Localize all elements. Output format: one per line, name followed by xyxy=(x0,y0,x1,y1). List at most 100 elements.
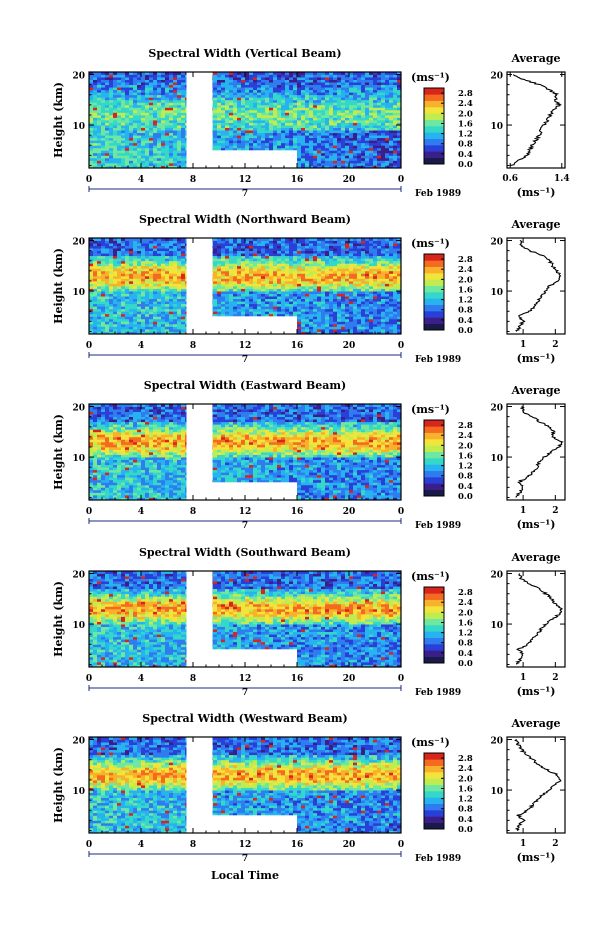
heatmap-cell xyxy=(361,82,366,86)
heatmap-cell xyxy=(349,97,354,101)
heatmap-cell xyxy=(101,109,106,113)
heatmap-cell xyxy=(149,291,154,294)
heatmap-cell xyxy=(157,311,162,315)
heatmap-cell xyxy=(229,275,234,279)
heatmap-cell xyxy=(357,155,362,159)
heatmap-cell xyxy=(325,125,330,128)
heatmap-cell xyxy=(89,122,94,126)
heatmap-cell xyxy=(113,97,118,101)
heatmap-cell xyxy=(249,82,254,86)
heatmap-cell xyxy=(153,280,158,284)
heatmap-cell xyxy=(169,130,174,134)
heatmap-cell xyxy=(337,92,342,96)
heatmap-cell xyxy=(97,127,102,131)
heatmap-cell xyxy=(393,107,398,111)
heatmap-cell xyxy=(145,323,150,327)
heatmap-cell xyxy=(149,275,154,279)
heatmap-cell xyxy=(297,120,302,123)
heatmap-cell xyxy=(145,97,150,101)
heatmap-cell xyxy=(137,112,142,116)
heatmap-cell xyxy=(129,311,134,315)
heatmap-cell xyxy=(173,152,178,156)
heatmap-cell xyxy=(161,132,166,136)
heatmap-cell xyxy=(145,321,150,325)
heatmap-cell xyxy=(129,140,134,144)
heatmap-cell xyxy=(373,72,378,75)
heatmap-cell xyxy=(277,114,282,118)
heatmap-cell xyxy=(133,160,138,164)
heatmap-cell xyxy=(349,150,354,154)
heatmap-cell xyxy=(225,97,230,101)
heatmap-cell xyxy=(241,275,246,279)
heatmap-cell xyxy=(273,243,278,246)
heatmap-cell xyxy=(97,265,102,269)
heatmap-cell xyxy=(285,127,290,131)
heatmap-cell xyxy=(129,102,134,106)
heatmap-cell xyxy=(109,122,114,126)
heatmap-cell xyxy=(301,107,306,111)
heatmap-cell xyxy=(101,240,106,244)
heatmap-cell xyxy=(321,79,326,83)
heatmap-cell xyxy=(169,328,174,332)
heatmap-cell xyxy=(157,92,162,96)
heatmap-cell xyxy=(173,97,178,101)
heatmap-cell xyxy=(213,84,218,88)
heatmap-cell xyxy=(181,142,186,146)
heatmap-cell xyxy=(121,99,126,103)
heatmap-cell xyxy=(221,112,226,116)
heatmap-cell xyxy=(265,72,270,75)
heatmap-cell xyxy=(353,104,358,108)
heatmap-cell xyxy=(125,275,130,279)
heatmap-cell xyxy=(133,306,138,310)
heatmap-cell xyxy=(101,97,106,101)
heatmap-cell xyxy=(269,137,274,141)
heatmap-cell xyxy=(121,162,126,166)
heatmap-cell xyxy=(253,130,258,134)
heatmap-cell xyxy=(333,152,338,156)
heatmap-cell xyxy=(261,102,266,106)
heatmap-cell xyxy=(289,102,294,106)
heatmap-cell xyxy=(289,104,294,108)
heatmap-cell xyxy=(389,132,394,136)
heatmap-cell xyxy=(221,270,226,274)
heatmap-cell xyxy=(353,92,358,96)
heatmap-cell xyxy=(229,286,234,289)
heatmap-cell xyxy=(353,140,358,144)
heatmap-cell xyxy=(257,291,262,294)
heatmap-cell xyxy=(169,140,174,144)
heatmap-cell xyxy=(373,160,378,164)
heatmap-cell xyxy=(161,245,166,249)
heatmap-cell xyxy=(113,323,118,327)
heatmap-cell xyxy=(109,140,114,144)
heatmap-cell xyxy=(153,132,158,136)
heatmap-cell xyxy=(93,275,98,279)
heatmap-cell xyxy=(89,278,94,282)
heatmap-cell xyxy=(97,328,102,332)
heatmap-cell xyxy=(153,109,158,113)
heatmap-cell xyxy=(109,125,114,128)
heatmap-cell xyxy=(357,84,362,88)
heatmap-cell xyxy=(133,270,138,274)
heatmap-cell xyxy=(345,132,350,136)
heatmap-cell xyxy=(181,328,186,332)
heatmap-cell xyxy=(341,109,346,113)
heatmap-cell xyxy=(385,152,390,156)
heatmap-cell xyxy=(129,263,134,267)
heatmap-cell xyxy=(297,77,302,80)
heatmap-cell xyxy=(285,308,290,312)
heatmap-cell xyxy=(253,99,258,103)
heatmap-cell xyxy=(253,135,258,139)
heatmap-cell xyxy=(241,94,246,98)
heatmap-cell xyxy=(345,157,350,161)
heatmap-cell xyxy=(181,72,186,75)
heatmap-cell xyxy=(257,147,262,151)
heatmap-cell xyxy=(233,268,238,272)
heatmap-cell xyxy=(277,82,282,86)
heatmap-cell xyxy=(233,255,238,259)
heatmap-cell xyxy=(341,77,346,80)
heatmap-cell xyxy=(145,130,150,134)
heatmap-cell xyxy=(129,97,134,101)
heatmap-cell xyxy=(133,114,138,118)
heatmap-cell xyxy=(249,275,254,279)
heatmap-cell xyxy=(317,117,322,121)
